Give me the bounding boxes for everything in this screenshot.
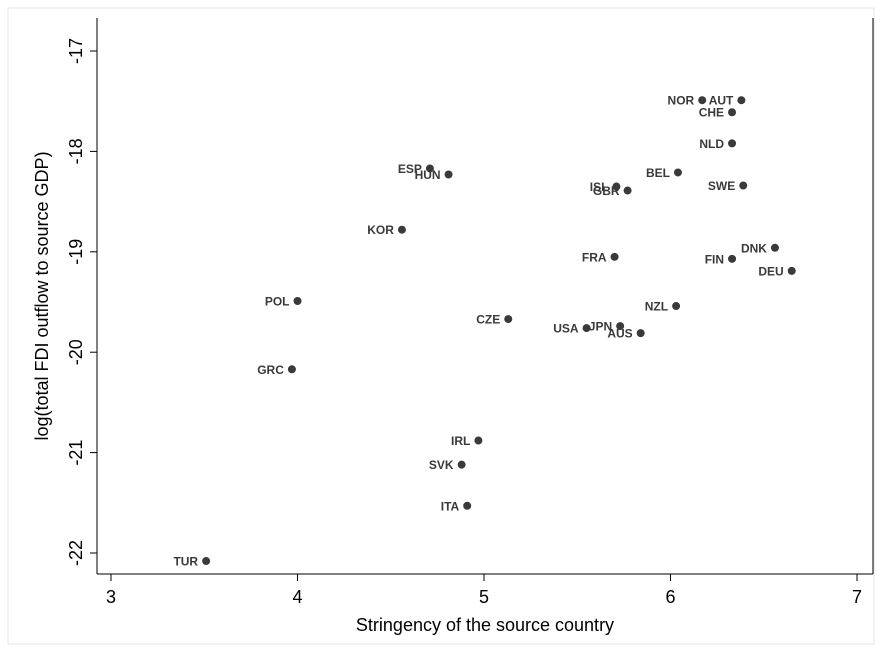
point-label: SWE (708, 179, 735, 193)
point-label: USA (553, 322, 579, 336)
point-label: AUT (709, 94, 734, 108)
y-tick-label: -17 (66, 38, 86, 64)
point-label: DEU (758, 264, 783, 278)
point-marker (698, 96, 707, 105)
point-label: HUN (415, 168, 441, 182)
point-marker (739, 181, 748, 190)
y-axis-label: log(total FDI outflow to source GDP) (32, 151, 52, 440)
point-label: NOR (668, 94, 695, 108)
point-marker (636, 329, 645, 338)
point-label: JPN (589, 320, 612, 334)
point-marker (737, 96, 746, 105)
point-aus: AUS (607, 327, 645, 341)
point-fra: FRA (582, 250, 619, 264)
point-label: TUR (173, 555, 198, 569)
point-marker (202, 557, 211, 566)
point-marker (616, 322, 625, 331)
point-nor: NOR (668, 94, 707, 108)
point-label: FIN (705, 252, 724, 266)
point-marker (728, 254, 737, 263)
point-jpn: JPN (589, 320, 625, 334)
point-label: POL (265, 294, 290, 308)
point-label: ESP (398, 162, 422, 176)
point-label: KOR (367, 223, 394, 237)
point-marker (474, 436, 483, 445)
point-label: NLD (699, 137, 724, 151)
x-axis-ticks: 3 4 5 6 7 (106, 574, 862, 607)
point-marker (287, 365, 296, 374)
point-deu: DEU (758, 264, 796, 278)
x-axis-label: Stringency of the source country (356, 615, 614, 635)
x-tick-label: 6 (665, 587, 675, 607)
point-marker (728, 108, 737, 117)
point-tur: TUR (173, 555, 211, 569)
point-usa: USA (553, 322, 591, 336)
point-label: DNK (741, 241, 767, 255)
point-label: GRC (257, 363, 284, 377)
point-label: CZE (476, 313, 500, 327)
point-svk: SVK (429, 458, 466, 472)
point-fin: FIN (705, 252, 737, 266)
point-che: CHE (699, 106, 737, 120)
point-marker (610, 252, 619, 261)
point-marker (463, 501, 472, 510)
point-marker (582, 324, 591, 333)
point-label: GBR (593, 184, 620, 198)
x-tick-label: 7 (852, 587, 862, 607)
point-label: SVK (429, 458, 454, 472)
point-ita: ITA (441, 499, 472, 513)
point-marker (770, 243, 779, 252)
point-marker (612, 182, 621, 191)
y-tick-label: -21 (66, 440, 86, 466)
point-nld: NLD (699, 137, 737, 151)
point-swe: SWE (708, 179, 748, 193)
point-marker (293, 296, 302, 305)
x-tick-label: 4 (292, 587, 302, 607)
point-isl: ISL (590, 180, 621, 194)
point-nzl: NZL (645, 300, 681, 314)
point-hun: HUN (415, 168, 453, 182)
point-marker (787, 266, 796, 275)
point-gbr: GBR (593, 184, 632, 198)
point-marker (425, 164, 434, 173)
point-label: ITA (441, 499, 460, 513)
point-marker (397, 225, 406, 234)
point-marker (673, 168, 682, 177)
point-dnk: DNK (741, 241, 779, 255)
point-irl: IRL (451, 434, 483, 448)
point-marker (672, 302, 681, 311)
point-grc: GRC (257, 363, 296, 377)
point-pol: POL (265, 294, 302, 308)
point-marker (457, 460, 466, 469)
point-label: NZL (645, 300, 668, 314)
point-label: IRL (451, 434, 470, 448)
point-marker (504, 315, 513, 324)
point-label: FRA (582, 250, 607, 264)
point-label: BEL (646, 166, 670, 180)
y-axis-ticks: -17 -18 -19 -20 -21 -22 (66, 38, 97, 566)
point-cze: CZE (476, 313, 513, 327)
y-tick-label: -19 (66, 239, 86, 265)
y-tick-label: -18 (66, 138, 86, 164)
x-tick-label: 5 (479, 587, 489, 607)
point-label: AUS (607, 327, 632, 341)
plot-region (7, 7, 875, 645)
point-bel: BEL (646, 166, 682, 180)
point-label: ISL (590, 180, 609, 194)
point-marker (623, 186, 632, 195)
point-label: CHE (699, 106, 724, 120)
point-marker (728, 139, 737, 148)
point-aut: AUT (709, 94, 746, 108)
point-marker (444, 170, 453, 179)
point-esp: ESP (398, 162, 434, 176)
y-tick-label: -22 (66, 540, 86, 566)
point-kor: KOR (367, 223, 406, 237)
y-tick-label: -20 (66, 339, 86, 365)
x-tick-label: 3 (106, 587, 116, 607)
